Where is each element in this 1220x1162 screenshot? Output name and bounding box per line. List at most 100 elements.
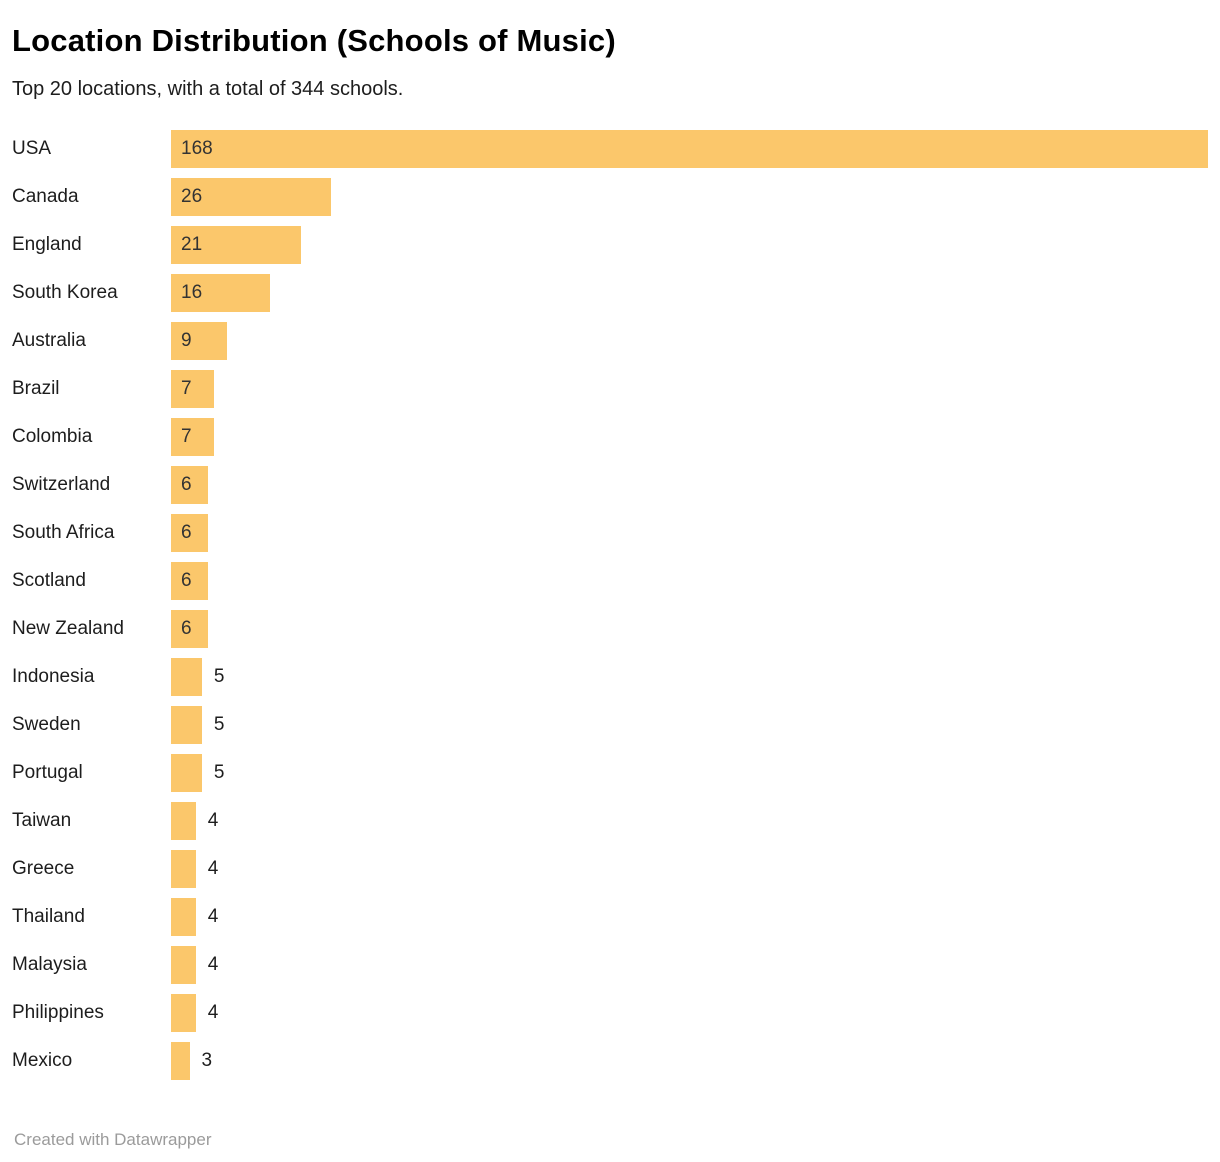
bar <box>171 322 227 361</box>
category-label: Scotland <box>12 570 86 592</box>
value-label: 6 <box>181 618 192 640</box>
bar-track: 21 <box>171 226 1208 265</box>
footer-credit: Created with Datawrapper <box>14 1130 212 1149</box>
category-label: Portugal <box>12 762 83 784</box>
value-label: 9 <box>181 330 192 352</box>
category-label: Colombia <box>12 426 93 448</box>
bar <box>171 898 196 937</box>
bar-chart: USA 168 Canada 26 England 21 South Korea 16 Aust… <box>12 125 1208 1085</box>
value-label: 3 <box>201 1050 213 1072</box>
bar <box>171 274 270 313</box>
bar <box>171 754 202 793</box>
bar <box>171 994 196 1033</box>
chart-row: Scotland 6 <box>12 557 1208 605</box>
value-label: 4 <box>207 1002 219 1024</box>
value-label: 6 <box>181 474 192 496</box>
value-label: 16 <box>181 282 203 304</box>
bar <box>171 130 1208 169</box>
chart-row: Taiwan 4 <box>12 797 1208 845</box>
bar-track: 4 <box>171 802 1208 841</box>
bar-track: 6 <box>171 466 1208 505</box>
chart-row: Greece 4 <box>12 845 1208 893</box>
bar <box>171 946 196 985</box>
chart-row: USA 168 <box>12 125 1208 173</box>
category-label: Greece <box>12 858 75 880</box>
category-label: Australia <box>12 330 86 352</box>
chart-row: South Korea 16 <box>12 269 1208 317</box>
category-label: New Zealand <box>12 618 124 640</box>
bar <box>171 178 332 217</box>
chart-row: Philippines 4 <box>12 989 1208 1037</box>
bar-track: 7 <box>171 418 1208 457</box>
category-label: Taiwan <box>12 810 72 832</box>
category-label: Thailand <box>12 906 85 928</box>
value-label: 168 <box>181 138 213 160</box>
value-label: 4 <box>207 810 219 832</box>
chart-row: South Africa 6 <box>12 509 1208 557</box>
bar <box>171 562 209 601</box>
chart-subtitle: Top 20 locations, with a total of 344 sc… <box>12 78 404 101</box>
bar <box>171 610 209 649</box>
bar-track: 4 <box>171 898 1208 937</box>
chart-row: Mexico 3 <box>12 1037 1208 1085</box>
category-label: Brazil <box>12 378 60 400</box>
chart-row: Indonesia 5 <box>12 653 1208 701</box>
chart-row: Portugal 5 <box>12 749 1208 797</box>
bar <box>171 466 209 505</box>
category-label: Canada <box>12 186 79 208</box>
bar-track: 4 <box>171 946 1208 985</box>
bar-track: 4 <box>171 994 1208 1033</box>
value-label: 5 <box>213 762 225 784</box>
bar <box>171 658 202 697</box>
bar-track: 5 <box>171 658 1208 697</box>
value-label: 5 <box>213 714 225 736</box>
value-label: 4 <box>207 954 219 976</box>
bar-track: 4 <box>171 850 1208 889</box>
value-label: 21 <box>181 234 203 256</box>
category-label: South Africa <box>12 522 115 544</box>
category-label: Switzerland <box>12 474 111 496</box>
bar-track: 26 <box>171 178 1208 217</box>
bar <box>171 226 301 265</box>
bar-track: 5 <box>171 754 1208 793</box>
bar-track: 6 <box>171 562 1208 601</box>
category-label: Indonesia <box>12 666 95 688</box>
chart-row: Thailand 4 <box>12 893 1208 941</box>
bar-track: 6 <box>171 514 1208 553</box>
value-label: 7 <box>181 378 192 400</box>
bar <box>171 850 196 889</box>
value-label: 4 <box>207 858 219 880</box>
chart-row: Australia 9 <box>12 317 1208 365</box>
chart-row: Canada 26 <box>12 173 1208 221</box>
chart-row: Switzerland 6 <box>12 461 1208 509</box>
bar-track: 168 <box>171 130 1208 169</box>
bar-track: 7 <box>171 370 1208 409</box>
category-label: England <box>12 234 82 256</box>
category-label: USA <box>12 138 52 160</box>
category-label: Philippines <box>12 1002 104 1024</box>
bar <box>171 370 215 409</box>
value-label: 7 <box>181 426 192 448</box>
bar <box>171 1042 190 1081</box>
value-label: 4 <box>207 906 219 928</box>
chart-title: Location Distribution (Schools of Music) <box>12 23 616 58</box>
chart-row: England 21 <box>12 221 1208 269</box>
value-label: 5 <box>213 666 225 688</box>
bar <box>171 706 202 745</box>
bar-track: 3 <box>171 1042 1208 1081</box>
bar-track: 5 <box>171 706 1208 745</box>
category-label: Malaysia <box>12 954 87 976</box>
bar-track: 6 <box>171 610 1208 649</box>
bar-track: 16 <box>171 274 1208 313</box>
category-label: Sweden <box>12 714 81 736</box>
bar <box>171 418 215 457</box>
value-label: 6 <box>181 522 192 544</box>
bar-track: 9 <box>171 322 1208 361</box>
chart-row: Brazil 7 <box>12 365 1208 413</box>
chart-row: Malaysia 4 <box>12 941 1208 989</box>
bar <box>171 802 196 841</box>
chart-row: New Zealand 6 <box>12 605 1208 653</box>
category-label: Mexico <box>12 1050 73 1072</box>
chart-row: Colombia 7 <box>12 413 1208 461</box>
